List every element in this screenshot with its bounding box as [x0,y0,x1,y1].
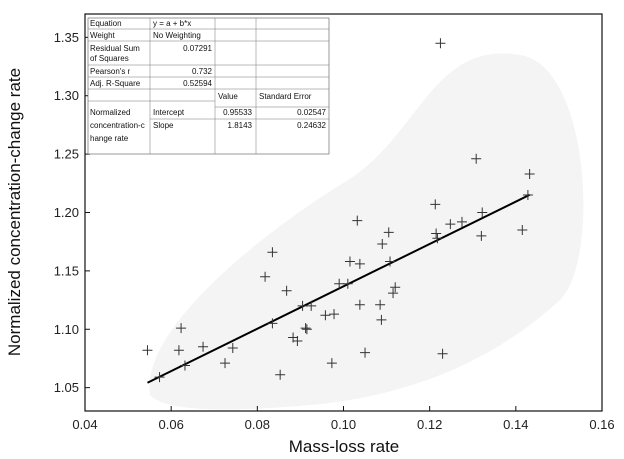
fit-stats-table: Equation y = a + b*x Weight No Weighting… [87,17,330,155]
pearson-label: Pearson's r [90,67,131,76]
y-tick-label: 1.05 [54,380,79,395]
x-tick-label: 0.08 [245,417,270,432]
data-point [354,258,365,269]
regression-line [147,193,531,384]
data-point [477,207,488,218]
data-point [476,230,487,241]
data-point [301,324,312,335]
y-tick-label: 1.10 [54,322,79,337]
x-axis: 0.04 0.06 0.08 0.10 0.12 0.14 0.16 [72,406,615,432]
data-point [377,239,388,250]
series-label-line3: hange rate [90,134,129,143]
data-point [437,348,448,359]
rss-label-line1: Residual Sum [90,44,140,53]
data-point [390,282,401,293]
series-label-line2: concentration-c [90,121,145,130]
data-point [326,358,337,369]
weight-label: Weight [90,31,116,40]
data-point [431,228,442,239]
value-header: Value [218,92,238,101]
data-point [360,347,371,358]
data-point [342,278,353,289]
data-point [154,372,165,383]
rss-value: 0.07291 [183,44,212,53]
data-point [275,369,286,380]
data-point [267,318,278,329]
data-point [344,256,355,267]
stats-table-background [87,17,330,155]
data-point [388,288,399,299]
adj-r2-label: Adj. R-Square [90,79,141,88]
slope-se: 0.24632 [297,121,326,130]
data-point [385,256,396,267]
data-point [176,323,187,334]
y-axis-title: Normalized concentration-change rate [5,68,24,356]
plot-area [142,38,535,384]
y-tick-label: 1.35 [54,30,79,45]
intercept-se: 0.02547 [297,108,326,117]
data-point [430,199,441,210]
x-tick-label: 0.14 [503,417,528,432]
data-point [383,227,394,238]
data-point [471,153,482,164]
x-tick-label: 0.06 [159,417,184,432]
data-point [227,342,238,353]
data-point [524,168,535,179]
data-point [517,225,528,236]
data-point [260,271,271,282]
y-axis: 1.05 1.10 1.15 1.20 1.25 1.30 1.35 [54,30,90,395]
data-point [220,358,231,369]
data-point [352,215,363,226]
pearson-value: 0.732 [192,67,213,76]
intercept-label: Intercept [153,108,185,117]
data-point [375,299,386,310]
data-point [522,189,533,200]
x-tick-label: 0.04 [72,417,97,432]
data-point [142,345,153,356]
x-axis-title: Mass-loss rate [289,437,400,456]
y-tick-label: 1.30 [54,88,79,103]
data-point [198,341,209,352]
equation-label: Equation [90,19,122,28]
x-tick-label: 0.12 [417,417,442,432]
series-label-line1: Normalized [90,108,130,117]
adj-r2-value: 0.52594 [183,79,212,88]
intercept-value: 0.95533 [223,108,252,117]
weight-value: No Weighting [153,31,201,40]
data-point [297,300,308,311]
rss-label-line2: of Squares [90,54,129,63]
background-shading [149,53,584,410]
data-point [445,219,456,230]
stats-table-grid [88,18,329,154]
slope-label: Slope [153,121,174,130]
data-point [329,309,340,320]
x-tick-label: 0.16 [589,417,614,432]
data-point [300,323,311,334]
data-point [456,216,467,227]
data-point [267,247,278,258]
data-point [334,278,345,289]
y-tick-label: 1.15 [54,263,79,278]
data-point [354,299,365,310]
data-point [432,233,443,244]
data-point [306,300,317,311]
slope-value: 1.8143 [228,121,253,130]
se-header: Standard Error [259,92,312,101]
data-point [179,360,190,371]
data-point [320,310,331,321]
y-tick-label: 1.20 [54,205,79,220]
data-point [281,285,292,296]
data-point [435,38,446,49]
data-point [292,335,303,346]
data-point [173,345,184,356]
data-point [376,314,387,325]
equation-value: y = a + b*x [153,19,191,28]
x-tick-label: 0.10 [331,417,356,432]
y-tick-label: 1.25 [54,147,79,162]
